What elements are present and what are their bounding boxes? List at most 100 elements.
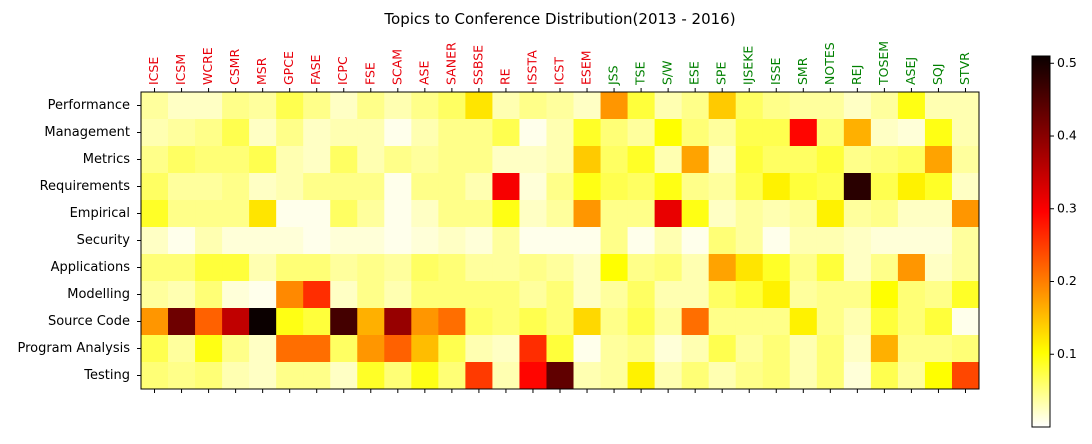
heatmap-cell bbox=[438, 173, 466, 201]
heatmap-cell bbox=[519, 146, 547, 174]
heatmap-cell bbox=[681, 227, 710, 255]
heatmap-cell bbox=[411, 362, 439, 390]
heatmap-cell bbox=[411, 173, 439, 201]
y-tick-label: Requirements bbox=[40, 179, 131, 194]
heatmap-cell bbox=[276, 92, 304, 120]
heatmap-cell bbox=[357, 254, 385, 282]
heatmap-cell bbox=[195, 119, 223, 147]
heatmap-cell bbox=[951, 92, 980, 120]
heatmap-cell bbox=[141, 200, 169, 228]
heatmap-cell bbox=[654, 119, 683, 147]
x-tick-label: STVR bbox=[957, 52, 972, 85]
heatmap-cells bbox=[141, 92, 980, 390]
x-tick-label: FASE bbox=[308, 54, 323, 85]
heatmap-cell bbox=[141, 119, 169, 147]
heatmap-cell bbox=[384, 119, 412, 147]
heatmap-cell bbox=[600, 362, 629, 390]
x-tick-label: NOTES bbox=[822, 42, 837, 85]
heatmap-cell bbox=[654, 335, 683, 363]
heatmap-cell bbox=[546, 254, 575, 282]
heatmap-cell bbox=[708, 146, 737, 174]
heatmap-cell bbox=[357, 173, 385, 201]
x-tick-label: GPCE bbox=[281, 51, 296, 85]
heatmap-cell bbox=[762, 254, 791, 282]
heatmap-cell bbox=[762, 146, 791, 174]
heatmap-cell bbox=[897, 146, 926, 174]
heatmap-cell bbox=[843, 92, 872, 120]
heatmap-cell bbox=[600, 335, 629, 363]
heatmap-cell bbox=[735, 92, 764, 120]
heatmap-cell bbox=[843, 308, 872, 336]
heatmap-cell bbox=[951, 308, 980, 336]
heatmap-cell bbox=[303, 92, 331, 120]
x-tick-label: WCRE bbox=[200, 47, 215, 85]
heatmap-cell bbox=[276, 335, 304, 363]
heatmap-cell bbox=[438, 227, 466, 255]
heatmap-cell bbox=[897, 281, 926, 309]
heatmap-cell bbox=[843, 281, 872, 309]
heatmap-cell bbox=[789, 254, 818, 282]
x-tick-label: SANER bbox=[443, 42, 458, 85]
heatmap-cell bbox=[546, 335, 575, 363]
heatmap-cell bbox=[195, 92, 223, 120]
heatmap-cell bbox=[357, 335, 385, 363]
x-tick-label: ASE bbox=[416, 61, 431, 85]
heatmap-cell bbox=[195, 362, 223, 390]
heatmap-cell bbox=[735, 227, 764, 255]
heatmap-cell bbox=[141, 308, 169, 336]
heatmap-cell bbox=[249, 362, 277, 390]
y-tick-label: Performance bbox=[48, 98, 130, 113]
heatmap-cell bbox=[141, 92, 169, 120]
x-tick-label: ASEJ bbox=[903, 57, 918, 85]
x-tick-label: ICPC bbox=[335, 56, 350, 85]
heatmap-cell bbox=[276, 146, 304, 174]
heatmap-cell bbox=[870, 173, 899, 201]
heatmap-cell bbox=[654, 146, 683, 174]
heatmap-cell bbox=[681, 119, 710, 147]
heatmap-cell bbox=[438, 119, 466, 147]
heatmap-cell bbox=[411, 254, 439, 282]
heatmap-cell bbox=[330, 254, 358, 282]
heatmap-cell bbox=[816, 281, 845, 309]
y-tick-label: Security bbox=[77, 233, 131, 248]
x-tick-label: MSR bbox=[254, 57, 269, 85]
heatmap-cell bbox=[492, 146, 520, 174]
heatmap-cell bbox=[303, 227, 331, 255]
heatmap-cell bbox=[168, 146, 196, 174]
heatmap-cell bbox=[195, 146, 223, 174]
x-tick-label: ESEM bbox=[579, 50, 594, 85]
heatmap-cell bbox=[897, 92, 926, 120]
heatmap-cell bbox=[357, 92, 385, 120]
heatmap-cell bbox=[843, 362, 872, 390]
heatmap-cell bbox=[600, 200, 629, 228]
heatmap-cell bbox=[735, 254, 764, 282]
heatmap-cell bbox=[222, 362, 250, 390]
heatmap-cell bbox=[654, 362, 683, 390]
heatmap-cell bbox=[411, 119, 439, 147]
heatmap-cell bbox=[546, 227, 575, 255]
heatmap-cell bbox=[600, 119, 629, 147]
heatmap-cell bbox=[708, 173, 737, 201]
y-tick-label: Empirical bbox=[70, 206, 130, 221]
heatmap-cell bbox=[546, 173, 575, 201]
heatmap-cell bbox=[438, 200, 466, 228]
heatmap-cell bbox=[951, 362, 980, 390]
heatmap-cell bbox=[195, 254, 223, 282]
heatmap-cell bbox=[168, 200, 196, 228]
heatmap-cell bbox=[843, 254, 872, 282]
heatmap-cell bbox=[735, 362, 764, 390]
x-tick-label: JSS bbox=[606, 65, 621, 86]
colorbar: 0.1 0.2 0.3 0.4 0.5 bbox=[1031, 55, 1077, 428]
heatmap-cell bbox=[465, 200, 493, 228]
heatmap-cell bbox=[627, 119, 656, 147]
heatmap-cell bbox=[249, 335, 277, 363]
heatmap-cell bbox=[465, 119, 493, 147]
heatmap-cell bbox=[195, 335, 223, 363]
heatmap-cell bbox=[735, 281, 764, 309]
heatmap-cell bbox=[384, 227, 412, 255]
heatmap-cell bbox=[708, 362, 737, 390]
heatmap-cell bbox=[330, 119, 358, 147]
heatmap-cell bbox=[492, 308, 520, 336]
heatmap-cell bbox=[708, 281, 737, 309]
